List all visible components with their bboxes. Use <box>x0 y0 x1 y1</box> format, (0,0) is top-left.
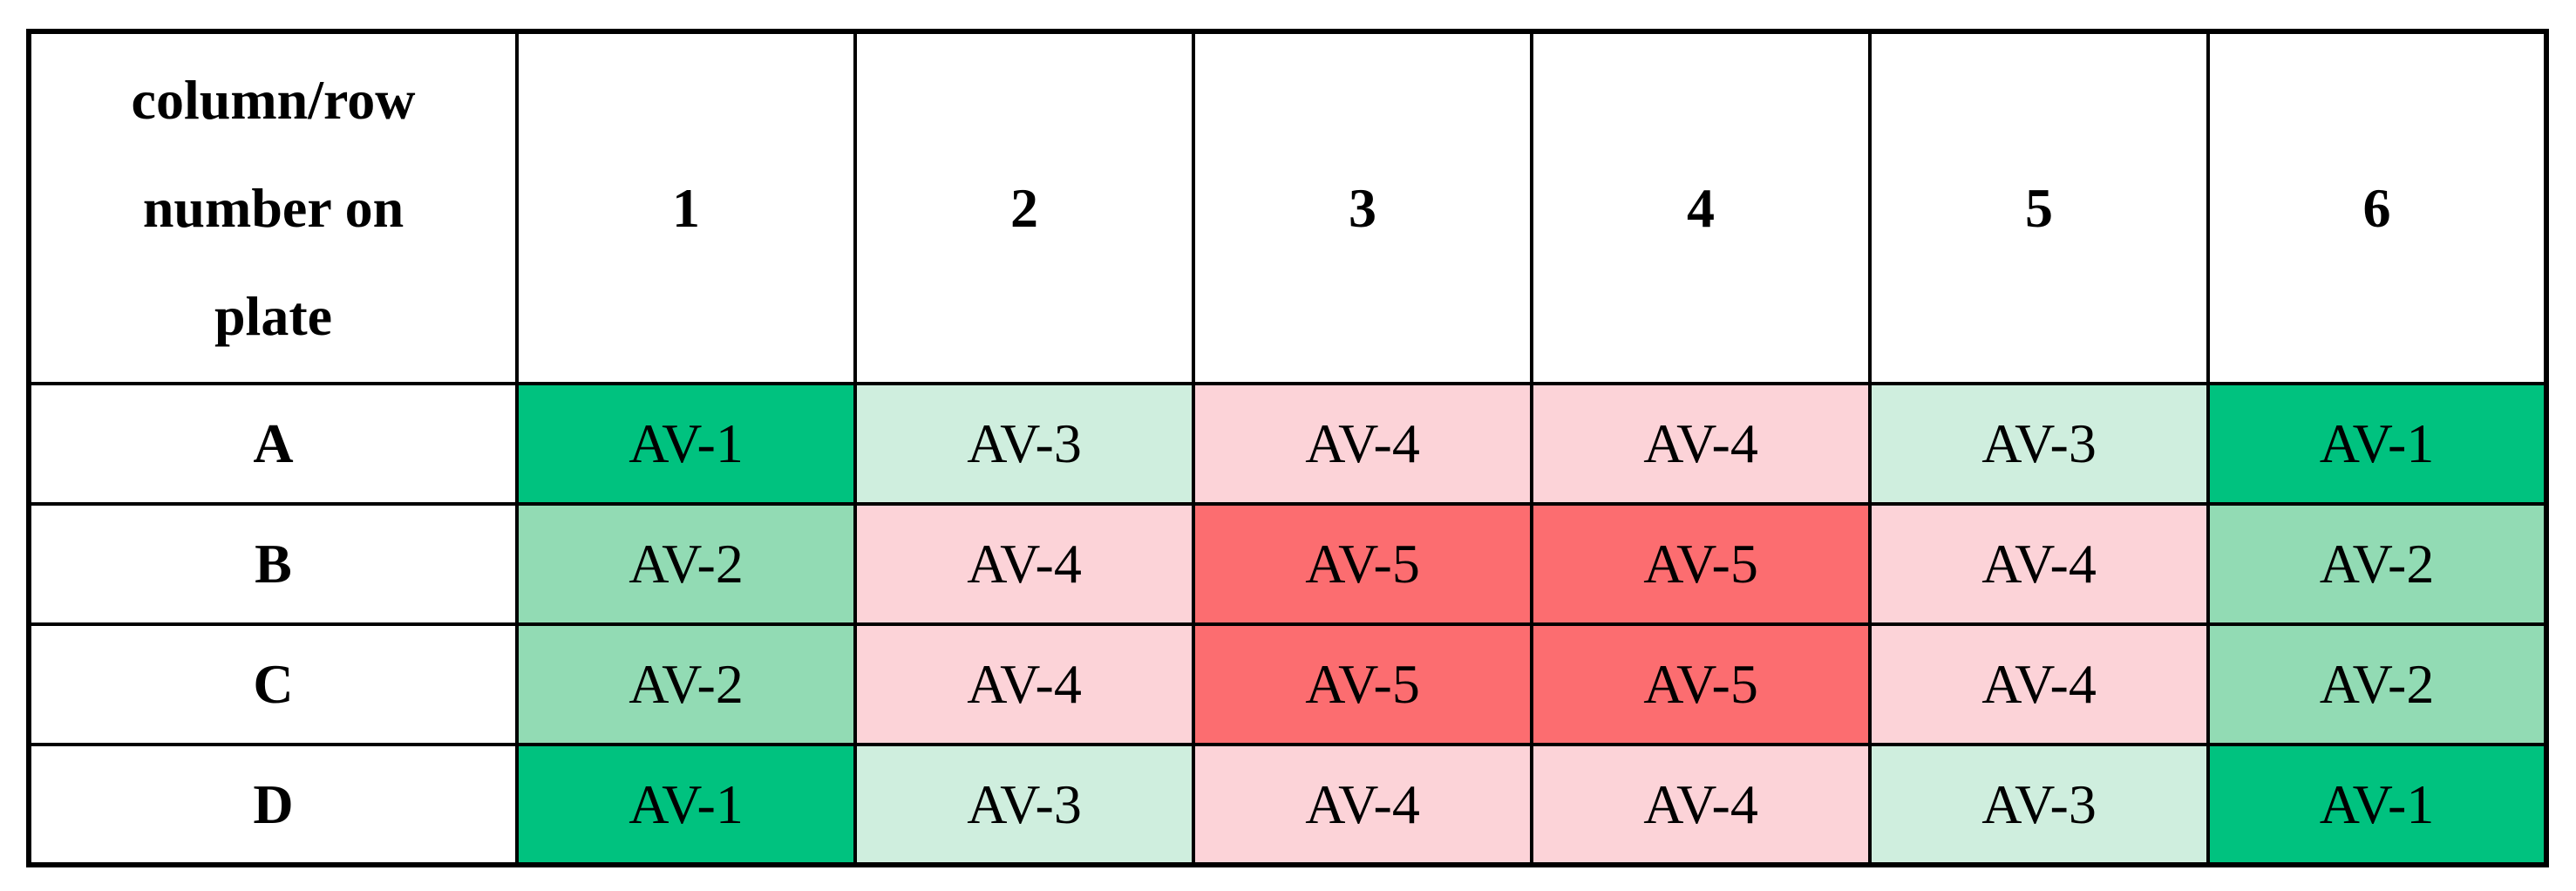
row-label-A: A <box>27 382 519 506</box>
plate-cell-D5: AV-3 <box>1868 743 2210 867</box>
row-label-C: C <box>27 622 519 746</box>
column-header-6: 6 <box>2206 30 2548 385</box>
plate-cell-B2: AV-4 <box>853 502 1195 626</box>
corner-header-line-2: number on <box>142 176 404 239</box>
plate-row-A: A AV-1 AV-3 AV-4 AV-4 AV-3 AV-1 <box>27 382 2548 506</box>
header-row: column/row number on plate 1 2 3 4 5 6 <box>27 30 2548 385</box>
row-label-B: B <box>27 502 519 626</box>
plate-cell-A5: AV-3 <box>1868 382 2210 506</box>
plate-cell-B4: AV-5 <box>1530 502 1872 626</box>
plate-cell-C3: AV-5 <box>1192 622 1533 746</box>
plate-cell-C6: AV-2 <box>2206 622 2548 746</box>
column-header-3: 3 <box>1192 30 1533 385</box>
plate-cell-D1: AV-1 <box>515 743 857 867</box>
plate-cell-C2: AV-4 <box>853 622 1195 746</box>
plate-cell-C5: AV-4 <box>1868 622 2210 746</box>
plate-cell-C1: AV-2 <box>515 622 857 746</box>
plate-row-D: D AV-1 AV-3 AV-4 AV-4 AV-3 AV-1 <box>27 743 2548 867</box>
plate-row-C: C AV-2 AV-4 AV-5 AV-5 AV-4 AV-2 <box>27 622 2548 746</box>
column-header-1: 1 <box>515 30 857 385</box>
plate-cell-A4: AV-4 <box>1530 382 1872 506</box>
column-header-2: 2 <box>853 30 1195 385</box>
plate-cell-D4: AV-4 <box>1530 743 1872 867</box>
plate-cell-A3: AV-4 <box>1192 382 1533 506</box>
plate-row-B: B AV-2 AV-4 AV-5 AV-5 AV-4 AV-2 <box>27 502 2548 626</box>
plate-cell-B5: AV-4 <box>1868 502 2210 626</box>
plate-cell-A6: AV-1 <box>2206 382 2548 506</box>
plate-cell-B6: AV-2 <box>2206 502 2548 626</box>
plate-cell-B1: AV-2 <box>515 502 857 626</box>
plate-cell-A2: AV-3 <box>853 382 1195 506</box>
corner-header-line-1: column/row <box>131 68 416 131</box>
corner-header-line-3: plate <box>214 284 333 347</box>
plate-cell-D2: AV-3 <box>853 743 1195 867</box>
corner-header-cell: column/row number on plate <box>27 30 519 385</box>
column-header-5: 5 <box>1868 30 2210 385</box>
plate-cell-B3: AV-5 <box>1192 502 1533 626</box>
plate-cell-D6: AV-1 <box>2206 743 2548 867</box>
plate-cell-A1: AV-1 <box>515 382 857 506</box>
column-header-4: 4 <box>1530 30 1872 385</box>
row-label-D: D <box>27 743 519 867</box>
plate-cell-C4: AV-5 <box>1530 622 1872 746</box>
plate-layout-table: column/row number on plate 1 2 3 4 5 6 A… <box>26 29 2549 867</box>
plate-cell-D3: AV-4 <box>1192 743 1533 867</box>
